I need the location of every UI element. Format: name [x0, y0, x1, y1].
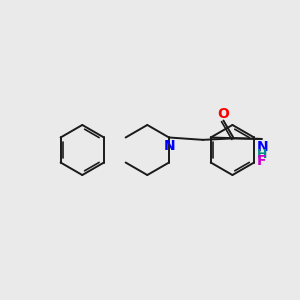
Text: N: N: [256, 140, 268, 154]
Text: N: N: [164, 139, 176, 153]
Text: F: F: [257, 154, 266, 168]
Text: H: H: [257, 148, 268, 161]
Text: O: O: [218, 107, 230, 121]
